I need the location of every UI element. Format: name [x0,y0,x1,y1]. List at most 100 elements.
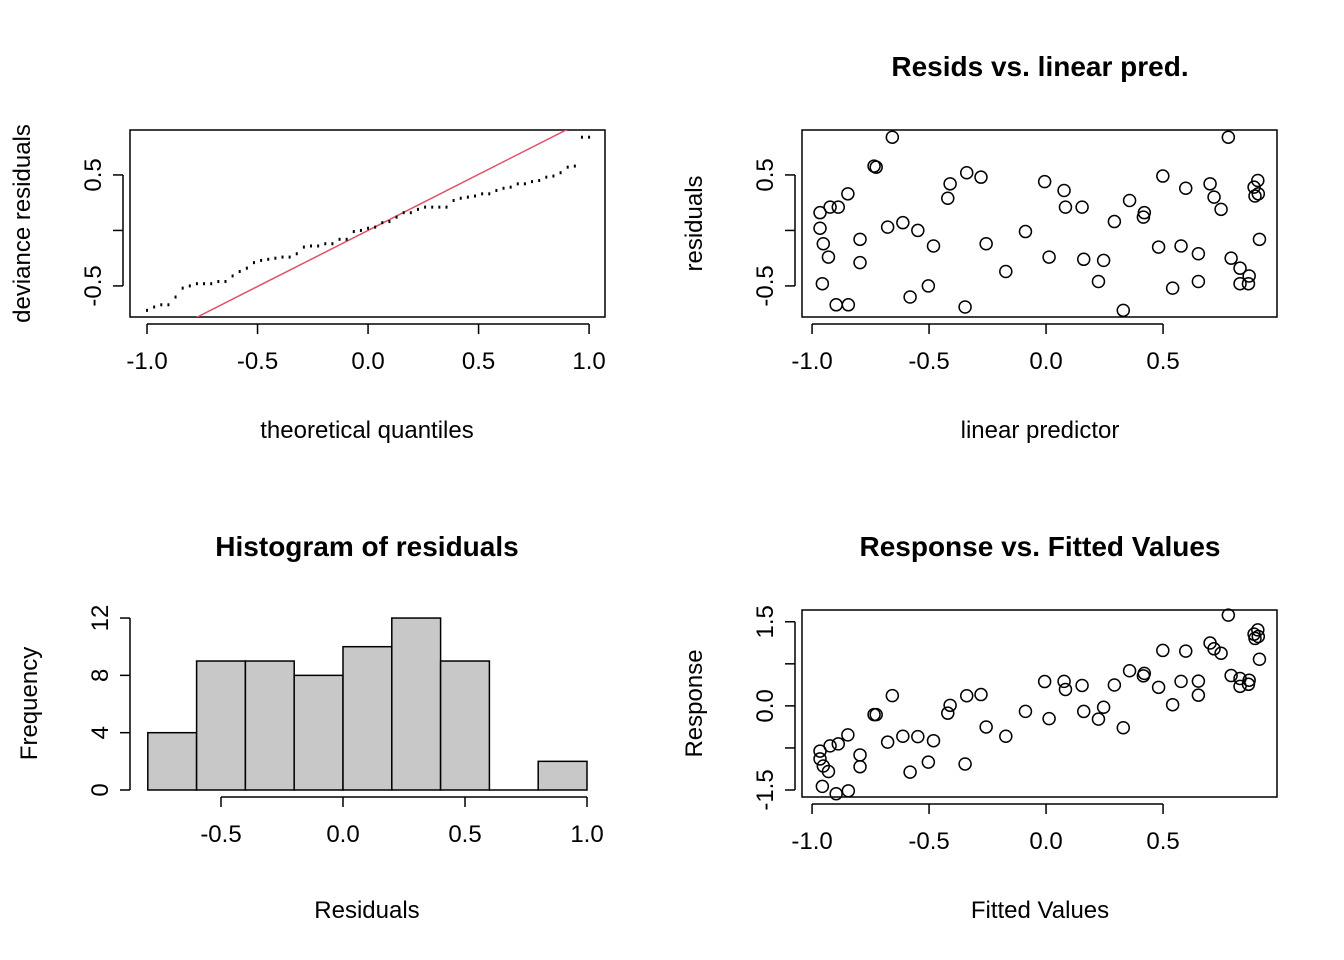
response-point [831,737,846,751]
residual-point [1058,200,1073,214]
residual-point [1191,274,1206,289]
qq-point [352,230,355,234]
qq-point [381,221,384,225]
response-point [1233,679,1247,694]
x-tick-label: -1.0 [791,348,832,375]
y-axis-label: residuals [681,175,708,271]
response-point [829,786,843,801]
qq-point [545,175,548,179]
qq-point [331,242,334,246]
response-point [1018,704,1033,719]
plot-frame [801,609,1278,798]
x-tick-label: -0.5 [200,821,241,848]
residual-point [1037,174,1052,189]
qq-point [538,178,541,182]
response-point [880,735,895,749]
x-tick-label: 0.0 [326,821,359,848]
qq-point [573,164,576,168]
x-tick-label: 1.0 [570,821,603,848]
residual-point [1107,214,1122,229]
response-point [1191,674,1206,688]
residual-point [1091,274,1106,289]
response-point [1057,674,1071,689]
qq-panel: -1.0 -0.5 0.0 0.5 1.0 theoretical quantiles -0… [9,124,606,444]
response-point [841,784,856,798]
x-tick-label: 0.5 [462,348,495,375]
qq-point [474,194,477,198]
qq-point [310,244,313,248]
response-point [911,729,925,744]
response-point [1251,623,1265,637]
residual-point [821,250,836,264]
resp-panel: Response vs. Fitted Values -1.0 -0.5 0.0 0.5… [681,531,1278,924]
qq-point [416,207,419,211]
qq-point [495,188,498,192]
response-point [1214,646,1228,661]
response-point [1075,678,1089,693]
qq-point [388,220,391,224]
y-tick-label: 8 [87,669,114,682]
x-tick-label: -0.5 [908,348,949,375]
residual-point [831,200,846,214]
residual-point [979,237,993,251]
y-tick-label: 4 [87,726,114,739]
qq-point [210,282,213,286]
residual-point [1207,190,1221,204]
qq-point [195,282,198,286]
qq-point [566,165,569,169]
qq-point [424,205,427,209]
response-point [1207,642,1221,656]
qq-point [238,269,241,273]
x-tick-label: 0.0 [1029,348,1062,375]
qq-point [188,284,191,288]
residual-point [829,298,843,312]
qq-point [174,295,177,299]
y-tick-label: -0.5 [752,265,779,306]
qq-point [295,252,298,256]
response-point [958,757,972,771]
qq-point [260,258,263,262]
histogram-bar [147,731,198,791]
response-point [903,765,917,779]
x-tick-label: 0.0 [1029,828,1062,855]
x-tick-label: -0.5 [908,828,949,855]
response-point [1174,674,1188,689]
response-point [974,687,988,702]
residual-point [1178,181,1193,196]
x-tick-label: -1.0 [126,348,167,375]
response-point [896,729,910,744]
response-point [1107,678,1122,692]
response-point [1151,680,1166,695]
residual-point [1042,250,1056,264]
qq-point [324,242,327,246]
histogram-bar [439,660,491,791]
x-tick-label: -0.5 [237,348,278,375]
response-point [921,755,936,769]
histogram-bar [195,660,247,791]
response-point [1096,700,1111,714]
qq-point [402,211,405,215]
chart-title: Histogram of residuals [215,531,518,562]
chart-title: Response vs. Fitted Values [859,531,1220,562]
qq-point [509,185,512,189]
hist-panel: Histogram of residuals -0.5 0.0 0.5 1.0 Resid… [16,531,604,924]
response-point [1221,608,1236,622]
qq-point [267,257,270,261]
x-tick-label: 0.5 [1146,348,1179,375]
qq-point [459,196,462,200]
x-axis-label: theoretical quantiles [260,417,473,444]
response-point [1116,721,1131,735]
qq-point [452,198,455,202]
qq-point [217,279,220,283]
qq-point [395,215,398,219]
response-point [1091,712,1106,726]
response-point [823,739,837,753]
residual-point [941,191,955,206]
response-point [1191,688,1206,702]
y-axis-label: Response [681,649,708,757]
residual-point [1248,189,1262,203]
y-tick-label: 0.5 [752,158,779,191]
qq-point [167,303,170,307]
response-point [979,720,993,734]
response-point [943,698,957,713]
